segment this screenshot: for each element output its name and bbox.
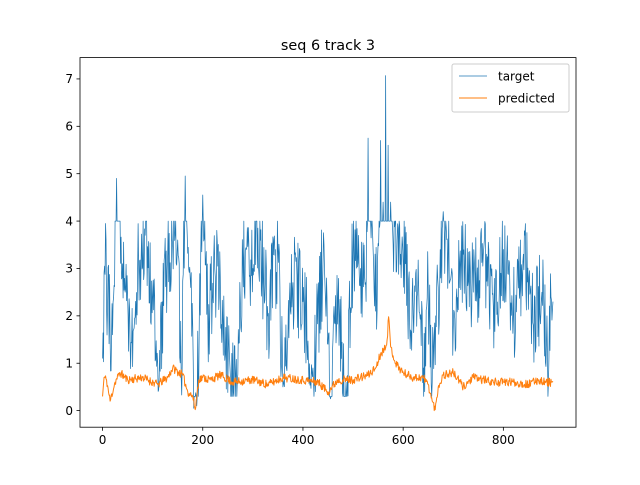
y-axis: 0 1 2 3 4 5 6 7 [65,72,80,418]
plot-area-frame [79,57,577,428]
y-tick-label: 0 [65,404,73,418]
legend-label-predicted: predicted [498,92,555,106]
series-layer [102,75,554,412]
series-line-predicted [102,316,554,412]
x-axis: 0 200 400 600 800 [99,427,515,447]
y-tick-label: 1 [65,356,73,370]
y-tick-label: 4 [65,214,73,228]
legend: target predicted [451,63,570,113]
x-tick-label: 800 [492,433,515,447]
y-tick-label: 3 [65,262,73,276]
series-line-target [102,75,554,409]
legend-label-target: target [498,70,535,84]
x-tick-label: 600 [392,433,415,447]
chart-title: seq 6 track 3 [281,38,375,54]
y-tick-label: 2 [65,309,73,323]
x-tick-label: 200 [191,433,214,447]
x-tick-label: 400 [291,433,314,447]
y-tick-label: 5 [65,167,73,181]
y-tick-label: 7 [65,72,73,86]
y-tick-label: 6 [65,120,73,134]
x-tick-label: 0 [99,433,107,447]
